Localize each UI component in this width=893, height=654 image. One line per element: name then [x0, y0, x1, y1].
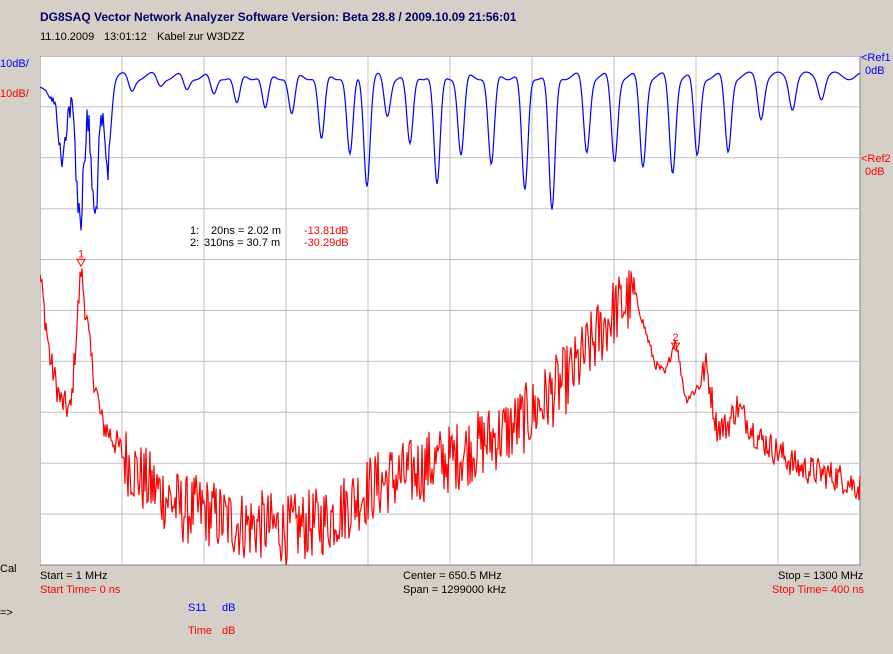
ref2-scale-label: 10dB/ — [0, 88, 29, 100]
marker2-label: 2: — [190, 237, 200, 249]
start-frequency: Start = 1 MHz — [40, 570, 108, 582]
marker-2-triangle — [670, 342, 681, 352]
trace2-name[interactable]: Time — [188, 625, 213, 637]
ref1-marker-label: <Ref1 — [861, 52, 891, 64]
measurement-comment: Kabel zur W3DZZ — [157, 31, 245, 43]
marker-1-triangle — [76, 258, 86, 268]
marker-2-tag: 2 — [673, 332, 679, 344]
cal-label: Cal — [0, 563, 17, 575]
marker1-position: 20ns = 2.02 m — [211, 225, 282, 237]
marker2-value: -30.29dB — [304, 237, 349, 249]
vna-plot[interactable]: 12 — [40, 56, 861, 566]
stop-time: Stop Time= 400 ns — [772, 584, 865, 596]
trace2-unit[interactable]: dB — [222, 625, 236, 637]
stop-frequency: Stop = 1300 MHz — [778, 570, 864, 582]
center-frequency: Center = 650.5 MHz — [403, 570, 502, 582]
trace1-name[interactable]: S11 — [188, 602, 207, 614]
marker-1-tag: 1 — [78, 248, 84, 260]
marker1-label: 1: — [190, 225, 200, 237]
start-time: Start Time= 0 ns — [40, 584, 121, 596]
marker-glyphs: 12 — [76, 248, 681, 352]
trace1-unit[interactable]: dB — [222, 602, 236, 614]
ref1-value-label: 0dB — [865, 65, 885, 77]
app-title: DG8SAQ Vector Network Analyzer Software … — [40, 10, 517, 24]
ref1-scale-label: 10dB/ — [0, 58, 29, 70]
plot-grid — [40, 56, 860, 565]
measurement-date: 11.10.2009 — [40, 31, 95, 43]
arrow-label: => — [0, 607, 13, 619]
ref2-value-label: 0dB — [865, 166, 885, 178]
s11-trace — [40, 71, 861, 231]
marker2-position: 310ns = 30.7 m — [204, 237, 281, 249]
time-domain-trace — [40, 268, 861, 566]
span: Span = 1299000 kHz — [403, 584, 507, 596]
measurement-time: 13:01:12 — [104, 31, 147, 43]
ref2-marker-label: <Ref2 — [861, 153, 891, 165]
marker1-value: -13.81dB — [304, 225, 349, 237]
